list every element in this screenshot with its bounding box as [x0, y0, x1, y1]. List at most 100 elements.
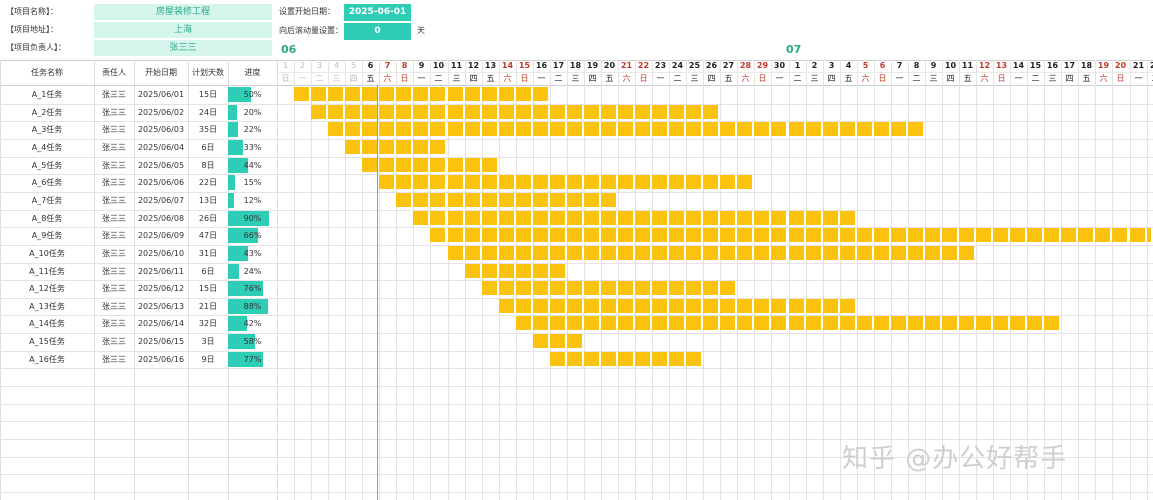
gantt-day-block[interactable] — [533, 211, 550, 225]
gantt-day-block[interactable] — [1078, 228, 1095, 242]
gantt-day-block[interactable] — [550, 316, 567, 330]
gantt-day-block[interactable] — [396, 87, 413, 101]
gantt-day-block[interactable] — [635, 228, 652, 242]
gantt-day-block[interactable] — [379, 122, 396, 136]
gantt-day-block[interactable] — [567, 281, 584, 295]
gantt-day-block[interactable] — [584, 105, 601, 119]
gantt-day-block[interactable] — [720, 175, 737, 189]
gantt-day-block[interactable] — [396, 140, 413, 154]
gantt-day-block[interactable] — [669, 281, 686, 295]
gantt-day-block[interactable] — [516, 264, 533, 278]
gantt-day-block[interactable] — [567, 334, 584, 348]
gantt-day-block[interactable] — [430, 158, 447, 172]
gantt-day-block[interactable] — [1027, 316, 1044, 330]
gantt-day-block[interactable] — [737, 122, 754, 136]
gantt-day-block[interactable] — [686, 122, 703, 136]
gantt-day-block[interactable] — [959, 246, 976, 260]
gantt-day-block[interactable] — [533, 87, 550, 101]
gantt-day-block[interactable] — [345, 140, 362, 154]
gantt-day-block[interactable] — [908, 316, 925, 330]
gantt-day-block[interactable] — [874, 122, 891, 136]
gantt-day-block[interactable] — [550, 246, 567, 260]
gantt-day-block[interactable] — [618, 105, 635, 119]
gantt-day-block[interactable] — [652, 228, 669, 242]
gantt-day-block[interactable] — [771, 211, 788, 225]
gantt-day-block[interactable] — [345, 105, 362, 119]
gantt-day-block[interactable] — [584, 281, 601, 295]
gantt-day-block[interactable] — [1044, 228, 1061, 242]
gantt-day-block[interactable] — [362, 87, 379, 101]
gantt-day-block[interactable] — [652, 211, 669, 225]
gantt-day-block[interactable] — [567, 228, 584, 242]
gantt-day-block[interactable] — [584, 299, 601, 313]
gantt-day-block[interactable] — [482, 122, 499, 136]
gantt-day-block[interactable] — [533, 316, 550, 330]
gantt-day-block[interactable] — [669, 211, 686, 225]
gantt-day-block[interactable] — [499, 175, 516, 189]
gantt-day-block[interactable] — [413, 175, 430, 189]
gantt-day-block[interactable] — [959, 228, 976, 242]
gantt-day-block[interactable] — [686, 228, 703, 242]
gantt-day-block[interactable] — [823, 211, 840, 225]
gantt-day-block[interactable] — [550, 211, 567, 225]
gantt-day-block[interactable] — [448, 158, 465, 172]
gantt-day-block[interactable] — [635, 105, 652, 119]
address-field[interactable]: 上海 — [94, 22, 272, 38]
gantt-day-block[interactable] — [703, 211, 720, 225]
gantt-day-block[interactable] — [550, 193, 567, 207]
gantt-day-block[interactable] — [635, 211, 652, 225]
gantt-day-block[interactable] — [618, 122, 635, 136]
gantt-day-block[interactable] — [823, 299, 840, 313]
gantt-day-block[interactable] — [635, 175, 652, 189]
gantt-day-block[interactable] — [584, 352, 601, 366]
gantt-day-block[interactable] — [635, 281, 652, 295]
gantt-day-block[interactable] — [789, 246, 806, 260]
gantt-day-block[interactable] — [669, 228, 686, 242]
gantt-day-block[interactable] — [618, 175, 635, 189]
gantt-day-block[interactable] — [840, 211, 857, 225]
gantt-day-block[interactable] — [754, 316, 771, 330]
gantt-day-block[interactable] — [448, 211, 465, 225]
gantt-day-block[interactable] — [567, 352, 584, 366]
gantt-day-block[interactable] — [771, 299, 788, 313]
gantt-day-block[interactable] — [925, 228, 942, 242]
gantt-day-block[interactable] — [499, 122, 516, 136]
gantt-day-block[interactable] — [550, 228, 567, 242]
gantt-day-block[interactable] — [465, 228, 482, 242]
gantt-day-block[interactable] — [499, 193, 516, 207]
gantt-day-block[interactable] — [857, 246, 874, 260]
gantt-day-block[interactable] — [618, 299, 635, 313]
gantt-day-block[interactable] — [499, 281, 516, 295]
gantt-day-block[interactable] — [430, 193, 447, 207]
gantt-day-block[interactable] — [516, 316, 533, 330]
gantt-day-block[interactable] — [465, 246, 482, 260]
gantt-day-block[interactable] — [345, 87, 362, 101]
gantt-day-block[interactable] — [686, 175, 703, 189]
gantt-day-block[interactable] — [396, 158, 413, 172]
gantt-day-block[interactable] — [771, 316, 788, 330]
gantt-day-block[interactable] — [1112, 228, 1129, 242]
gantt-day-block[interactable] — [720, 246, 737, 260]
gantt-day-block[interactable] — [567, 122, 584, 136]
gantt-day-block[interactable] — [669, 175, 686, 189]
gantt-day-block[interactable] — [413, 211, 430, 225]
gantt-day-block[interactable] — [754, 228, 771, 242]
gantt-day-block[interactable] — [482, 211, 499, 225]
gantt-day-block[interactable] — [652, 105, 669, 119]
gantt-day-block[interactable] — [754, 122, 771, 136]
gantt-day-block[interactable] — [823, 122, 840, 136]
gantt-day-block[interactable] — [686, 299, 703, 313]
gantt-day-block[interactable] — [448, 105, 465, 119]
gantt-day-block[interactable] — [499, 211, 516, 225]
gantt-day-block[interactable] — [652, 299, 669, 313]
gantt-day-block[interactable] — [618, 316, 635, 330]
gantt-day-block[interactable] — [635, 316, 652, 330]
gantt-day-block[interactable] — [874, 246, 891, 260]
gantt-day-block[interactable] — [1027, 228, 1044, 242]
gantt-day-block[interactable] — [362, 140, 379, 154]
gantt-day-block[interactable] — [703, 246, 720, 260]
gantt-day-block[interactable] — [396, 175, 413, 189]
gantt-day-block[interactable] — [465, 264, 482, 278]
gantt-day-block[interactable] — [550, 105, 567, 119]
gantt-day-block[interactable] — [976, 228, 993, 242]
